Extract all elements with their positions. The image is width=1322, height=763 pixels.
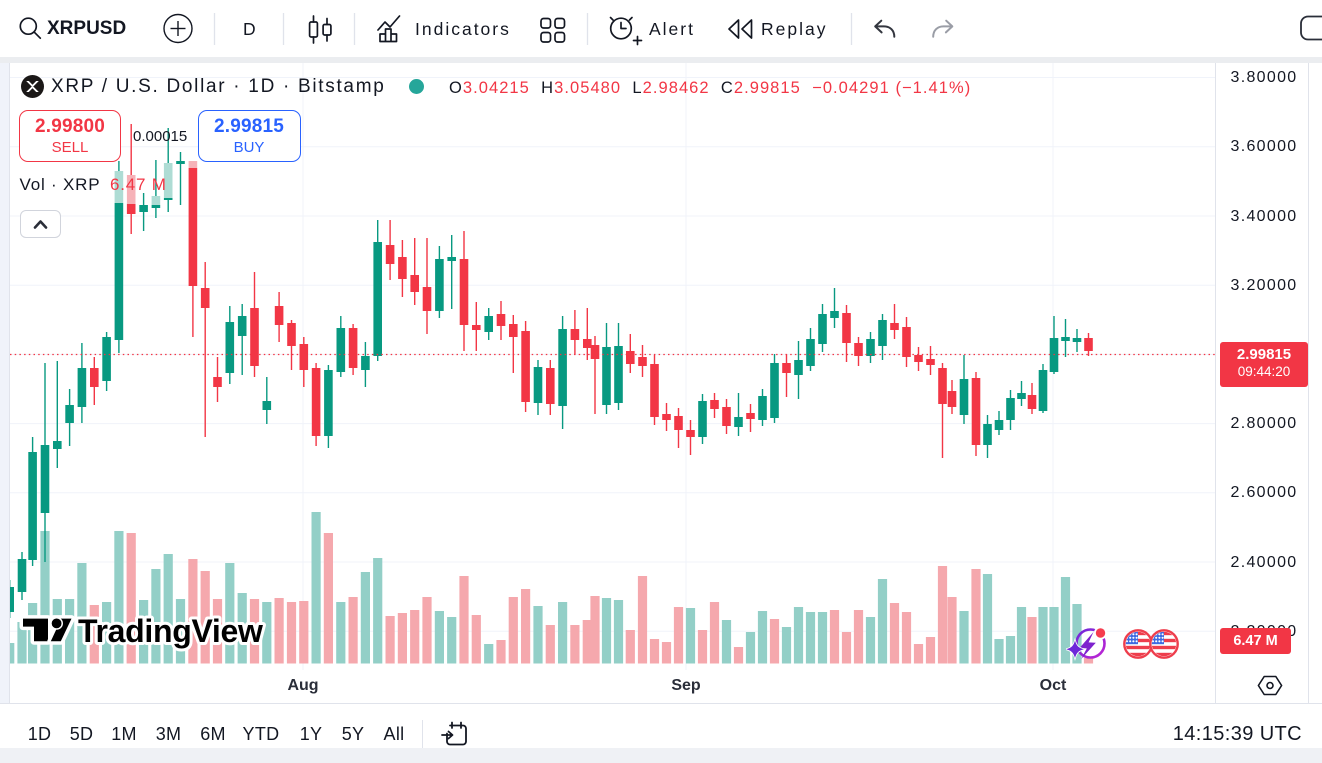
svg-text:TradingView: TradingView	[78, 613, 263, 649]
